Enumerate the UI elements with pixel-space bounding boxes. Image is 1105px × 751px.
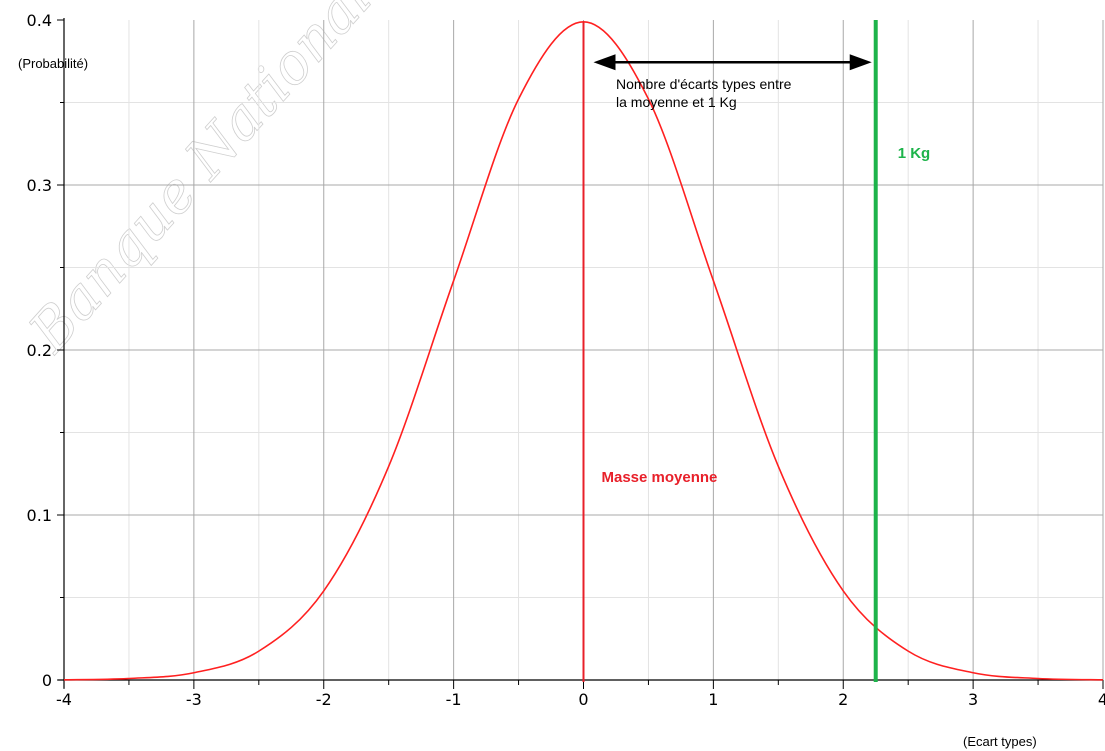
tick-labels: -4 -3 -2 -1 0 1 2 3 4 0 0.1 0.2 0.3 0.4 [27, 11, 1105, 709]
mean-label: Masse moyenne [602, 469, 718, 486]
x-tick-label: -1 [446, 690, 462, 709]
annotations: Nombre d'écarts types entre la moyenne et… [593, 54, 872, 110]
arrow-head-left [593, 54, 616, 71]
x-tick-label: -2 [316, 690, 332, 709]
y-tick-label: 0.4 [27, 11, 52, 30]
y-tick-label: 0 [42, 671, 52, 690]
major-gridlines [64, 20, 1104, 680]
one-kg-label: 1 Kg [898, 145, 931, 162]
annotation-text: Nombre d'écarts types entre [616, 76, 792, 92]
x-tick-label: 2 [838, 690, 848, 709]
x-tick-label: 4 [1098, 690, 1105, 709]
x-tick-label: -4 [56, 690, 72, 709]
x-tick-label: -3 [186, 690, 202, 709]
x-tick-label: 1 [708, 690, 718, 709]
x-tick-label: 3 [968, 690, 978, 709]
x-axis-label: (Ecart types) [963, 734, 1037, 749]
watermark: Banque Nationale des Sujets de Bac [16, 0, 755, 365]
arrow-head-right [849, 54, 872, 71]
y-tick-label: 0.1 [27, 506, 52, 525]
y-tick-label: 0.3 [27, 176, 52, 195]
x-tick-label: 0 [578, 690, 588, 709]
annotation-text: la moyenne et 1 Kg [616, 94, 737, 110]
vertical-lines: Masse moyenne 1 Kg [582, 20, 931, 682]
axes [58, 18, 1103, 688]
y-tick-label: 0.2 [27, 341, 52, 360]
tick-marks [57, 19, 1104, 689]
y-axis-label: (Probabilité) [18, 56, 88, 71]
